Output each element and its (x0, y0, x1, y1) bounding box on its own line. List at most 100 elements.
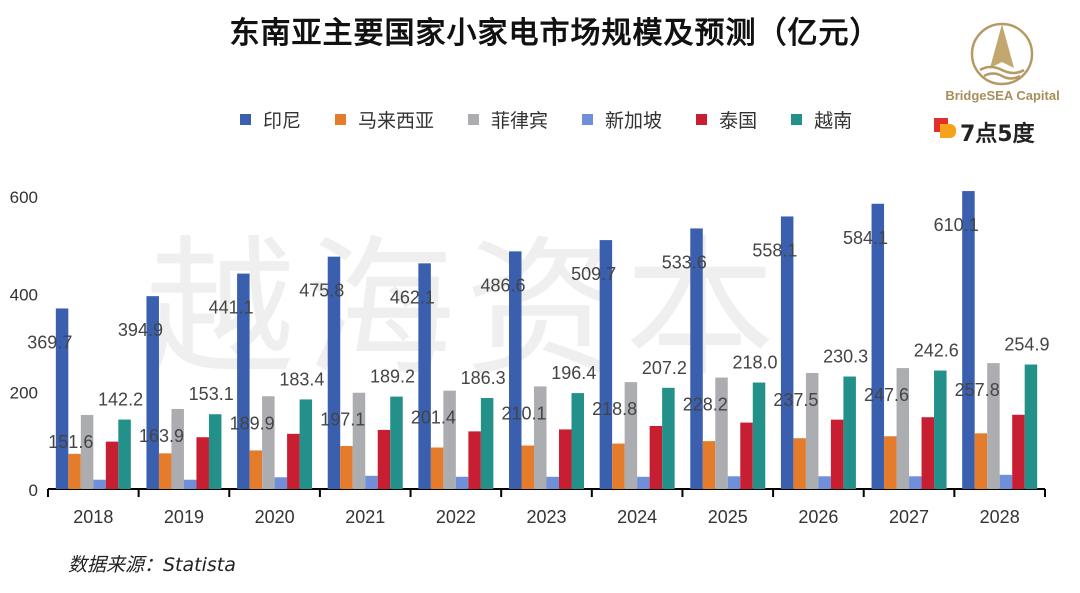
data-label: 210.1 (501, 403, 546, 423)
compass-logo-icon (970, 22, 1034, 86)
bar-新加坡 (93, 479, 106, 489)
data-label: 183.4 (279, 369, 324, 389)
bar-印尼 (146, 296, 159, 489)
data-label: 462.1 (390, 287, 435, 307)
bar-新加坡 (818, 476, 831, 489)
legend-label: 泰国 (719, 110, 758, 132)
data-label: 558.1 (752, 240, 797, 260)
data-label: 189.9 (230, 413, 275, 433)
legend-swatch (582, 114, 594, 125)
bar-越南 (571, 393, 584, 489)
x-tick-label: 2019 (164, 507, 204, 527)
bar-菲律宾 (987, 363, 1000, 489)
bar-越南 (934, 370, 947, 489)
bar-新加坡 (274, 477, 288, 489)
bar-菲律宾 (534, 386, 547, 489)
bar-菲律宾 (624, 382, 638, 489)
bar-菲律宾 (443, 390, 456, 489)
bar-泰国 (287, 433, 300, 489)
x-tick-label: 2018 (73, 507, 113, 527)
data-label: 486.6 (480, 275, 525, 295)
data-label: 207.2 (642, 358, 687, 378)
data-label: 610.1 (934, 215, 979, 235)
bar-印尼 (418, 263, 431, 489)
bar-马来西亚 (884, 436, 897, 489)
partner-logo-shape (940, 124, 956, 138)
legend-label: 菲律宾 (491, 110, 549, 132)
bar-泰国 (559, 429, 572, 489)
bar-越南 (662, 387, 675, 489)
data-label: 153.1 (189, 384, 234, 404)
bar-马来西亚 (974, 433, 988, 489)
data-label: 201.4 (411, 408, 456, 428)
bar-新加坡 (183, 479, 197, 489)
data-label: 533.6 (662, 252, 707, 272)
bar-越南 (118, 419, 131, 489)
data-label: 394.9 (118, 320, 163, 340)
legend-label: 新加坡 (605, 110, 663, 132)
bar-马来西亚 (158, 453, 172, 489)
legend-item: 马来西亚 (335, 106, 434, 133)
legend-label: 马来西亚 (358, 110, 435, 132)
data-label: 257.8 (955, 380, 1000, 400)
x-tick-label: 2020 (255, 507, 295, 527)
source-note: 数据来源：Statista (68, 554, 236, 576)
bar-泰国 (921, 417, 935, 489)
bar-印尼 (327, 256, 341, 489)
data-label: 247.6 (864, 385, 909, 405)
bar-新加坡 (365, 475, 378, 489)
x-tick-label: 2025 (708, 507, 748, 527)
data-label: 218.8 (592, 399, 637, 419)
bar-泰国 (196, 437, 209, 489)
logo: BridgeSEA Capital 7点5度 (930, 18, 1075, 147)
bar-新加坡 (637, 476, 650, 489)
bar-越南 (752, 382, 766, 489)
bar-越南 (843, 376, 856, 489)
legend-swatch (468, 114, 480, 125)
bar-新加坡 (455, 476, 469, 489)
data-label: 197.1 (320, 410, 365, 430)
legend-label: 越南 (814, 110, 853, 132)
data-label: 142.2 (98, 390, 143, 410)
x-tick-label: 2027 (889, 507, 929, 527)
legend-item: 新加坡 (582, 106, 662, 133)
bar-菲律宾 (715, 377, 728, 489)
y-tick-label: 400 (10, 286, 38, 305)
bar-新加坡 (909, 476, 922, 489)
bar-印尼 (962, 191, 975, 489)
bar-菲律宾 (80, 414, 94, 489)
legend-item: 泰国 (696, 106, 757, 133)
bar-新加坡 (999, 474, 1013, 489)
data-label: 230.3 (823, 347, 868, 367)
y-tick-label: 600 (10, 188, 38, 207)
bar-菲律宾 (352, 392, 366, 489)
bar-马来西亚 (340, 446, 353, 489)
bar-泰国 (649, 426, 663, 489)
data-label: 369.7 (27, 332, 72, 352)
bar-越南 (208, 414, 222, 489)
bar-菲律宾 (896, 368, 910, 489)
data-label: 509.7 (571, 264, 616, 284)
bar-泰国 (105, 441, 119, 489)
data-label: 189.2 (370, 367, 415, 387)
data-label: 441.1 (209, 298, 254, 318)
legend-swatch (240, 114, 251, 125)
bar-马来西亚 (521, 445, 534, 489)
data-label: 218.0 (732, 353, 777, 373)
x-tick-label: 2022 (436, 507, 476, 527)
data-label: 237.5 (773, 390, 818, 410)
legend: 印尼 马来西亚 菲律宾 新加坡 泰国 越南 (240, 106, 886, 133)
legend-item: 印尼 (240, 106, 301, 133)
legend-swatch (335, 114, 347, 125)
bar-菲律宾 (171, 408, 184, 489)
bar-印尼 (509, 251, 522, 489)
partner-name: 7点5度 (960, 122, 1035, 147)
bar-马来西亚 (612, 443, 625, 489)
bar-印尼 (55, 308, 69, 489)
bar-菲律宾 (805, 373, 819, 489)
legend-swatch (791, 114, 803, 125)
data-label: 151.6 (48, 432, 93, 452)
bar-马来西亚 (793, 438, 806, 489)
x-tick-label: 2023 (526, 507, 566, 527)
bar-新加坡 (546, 476, 559, 489)
